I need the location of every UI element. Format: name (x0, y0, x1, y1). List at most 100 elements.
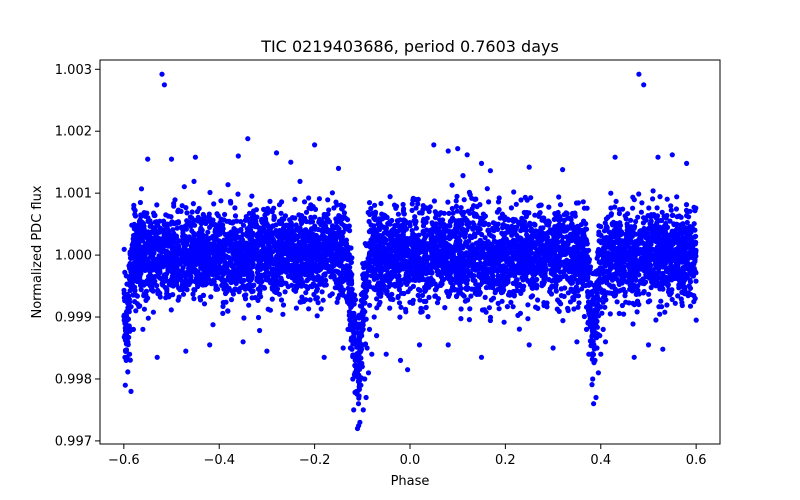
background-point (368, 227, 374, 233)
background-point (650, 188, 656, 194)
background-point (182, 244, 188, 250)
background-point (650, 235, 656, 241)
background-point (306, 306, 312, 312)
data-point (612, 154, 618, 160)
background-point (250, 263, 256, 269)
background-point (122, 325, 128, 331)
data-point (159, 71, 165, 77)
background-point (693, 205, 699, 211)
background-point (608, 190, 614, 196)
data-point (245, 136, 251, 142)
background-point (407, 223, 413, 229)
background-point (667, 218, 673, 224)
background-point (402, 218, 408, 224)
background-point (563, 251, 569, 257)
background-point (434, 268, 440, 275)
background-point (623, 299, 629, 305)
data-point (235, 153, 241, 159)
background-point (396, 273, 402, 279)
background-point (326, 207, 332, 213)
background-point (657, 217, 664, 224)
background-point (179, 203, 185, 209)
background-point (561, 268, 567, 274)
background-point (464, 281, 470, 287)
background-point (486, 221, 492, 228)
data-point (312, 142, 318, 148)
background-point (400, 201, 406, 208)
background-point (219, 282, 225, 288)
background-point (220, 310, 226, 316)
background-point (562, 285, 568, 291)
data-point (383, 351, 389, 357)
background-point (658, 298, 664, 304)
background-point (356, 393, 362, 399)
background-point (497, 215, 503, 221)
background-point (479, 231, 485, 238)
data-point (397, 357, 404, 363)
background-point (339, 206, 345, 212)
background-point (184, 210, 190, 216)
background-point (168, 307, 174, 313)
background-point (235, 191, 241, 197)
background-point (147, 218, 153, 224)
background-point (432, 215, 439, 221)
background-point (246, 210, 252, 216)
background-point (238, 219, 244, 225)
background-point (448, 279, 454, 285)
data-point (641, 82, 647, 88)
background-point (218, 198, 224, 204)
background-point (280, 311, 286, 317)
background-point (687, 303, 694, 309)
data-point (351, 407, 357, 413)
background-point (227, 219, 234, 226)
background-point (590, 351, 597, 358)
data-point (264, 348, 270, 354)
background-point (635, 214, 641, 220)
background-point (210, 322, 216, 328)
background-point (340, 230, 346, 236)
data-point (669, 152, 675, 158)
background-point (309, 262, 315, 268)
background-point (608, 211, 615, 217)
background-point (465, 297, 471, 303)
background-point (646, 291, 652, 297)
background-point (648, 284, 654, 291)
background-point (407, 248, 413, 254)
background-point (466, 317, 472, 323)
data-point (340, 345, 346, 351)
background-point (366, 200, 373, 206)
background-point (262, 212, 268, 218)
background-point (691, 299, 697, 305)
background-point (280, 302, 287, 308)
background-point (467, 306, 473, 312)
background-point (244, 233, 250, 239)
background-point (616, 310, 622, 317)
data-point (478, 354, 485, 360)
background-point (376, 291, 382, 297)
background-point (678, 296, 684, 302)
background-point (207, 189, 213, 196)
background-point (299, 213, 305, 219)
data-point (526, 342, 532, 348)
background-point (465, 262, 471, 268)
background-point (468, 293, 474, 299)
background-point (238, 234, 244, 240)
background-point (449, 205, 455, 212)
background-point (675, 293, 681, 299)
background-point (417, 297, 423, 303)
background-point (412, 214, 418, 220)
background-point (546, 204, 552, 210)
background-point (267, 271, 274, 277)
background-point (335, 295, 341, 301)
background-point (490, 295, 497, 301)
data-point (369, 351, 375, 357)
background-point (602, 304, 608, 310)
background-point (473, 196, 479, 202)
background-point (556, 194, 562, 200)
data-point (693, 317, 699, 323)
background-point (140, 326, 146, 332)
background-point (683, 202, 690, 208)
data-point (154, 354, 160, 360)
background-point (533, 304, 539, 310)
background-point (204, 218, 210, 225)
